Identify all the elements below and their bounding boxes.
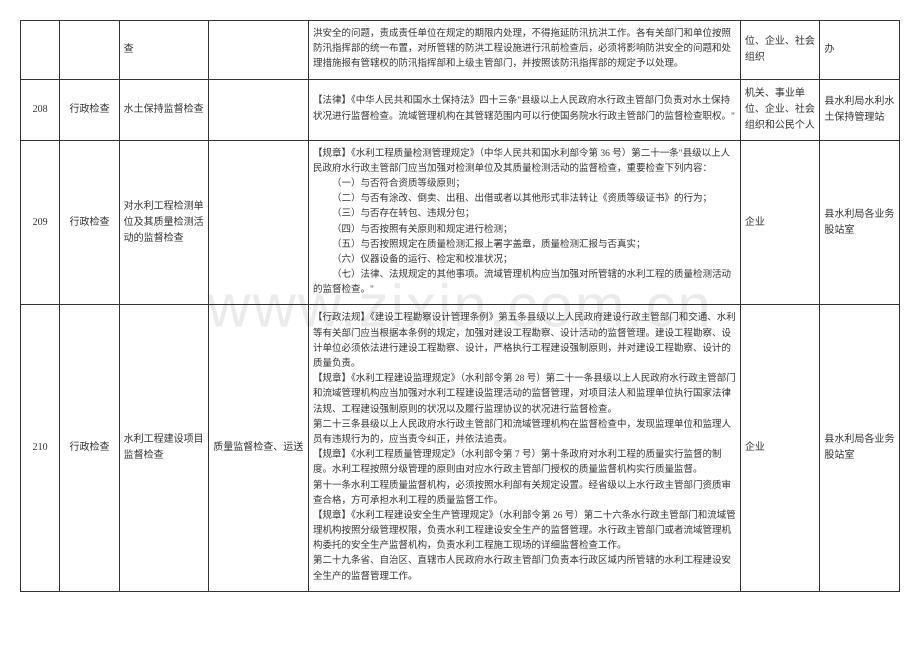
cell-content <box>209 21 309 80</box>
cell-type: 行政检查 <box>60 79 119 140</box>
table-row: 208 行政检查 水土保持监督检查 【法律】《中华人民共和国水土保持法》四十三条… <box>21 79 900 140</box>
basis-line: （六）仪器设备的运行、检定和校准状况； <box>313 253 736 268</box>
cell-content: 质量监督检查、运送 <box>209 305 309 591</box>
cell-type: 行政检查 <box>60 305 119 591</box>
cell-dept: 县水利局各业务股站室 <box>820 305 900 591</box>
basis-line: （三）与否存在转包、违规分包； <box>313 207 736 222</box>
cell-num: 208 <box>21 79 60 140</box>
cell-num <box>21 21 60 80</box>
cell-type: 行政检查 <box>60 140 119 305</box>
cell-basis: 【法律】《中华人民共和国水土保持法》四十三条"县级以上人民政府水行政主管部门负责… <box>308 79 740 140</box>
table-row: 209 行政检查 对水利工程检测单位及其质量检测活动的监督检查 【规章】《水利工… <box>21 140 900 305</box>
table-row: 210 行政检查 水利工程建设项目监督检查 质量监督检查、运送 【行政法规】《建… <box>21 305 900 591</box>
basis-line: 第十一条水利工程质量监督机构，必须按照水利部有关规定设置。经省级以上水行政主管部… <box>313 481 731 506</box>
cell-name: 水土保持监督检查 <box>119 79 209 140</box>
cell-basis: 【规章】《水利工程质量检测管理规定》（中华人民共和国水利部令第 36 号）第二十… <box>308 140 740 305</box>
cell-name: 对水利工程检测单位及其质量检测活动的监督检查 <box>119 140 209 305</box>
cell-basis: 洪安全的问题，责成责任单位在规定的期限内处理，不得拖延防汛抗洪工作。各有关部门和… <box>308 21 740 80</box>
basis-line: （五）与否按照规定在质量检测汇报上署字盖章，质量检测汇报与否真实； <box>313 238 736 253</box>
cell-content <box>209 79 309 140</box>
basis-line: 【规章】《水利工程质量检测管理规定》（中华人民共和国水利部令第 36 号）第二十… <box>313 149 730 174</box>
cell-num: 210 <box>21 305 60 591</box>
cell-subject: 企业 <box>740 305 820 591</box>
cell-dept: 县水利局各业务股站室 <box>820 140 900 305</box>
table-row: 查 洪安全的问题，责成责任单位在规定的期限内处理，不得拖延防汛抗洪工作。各有关部… <box>21 21 900 80</box>
cell-name: 查 <box>119 21 209 80</box>
cell-content <box>209 140 309 305</box>
basis-line: 第二十九条省、自治区、直辖市人民政府水行政主管部门负责本行政区域内所管辖的水利工… <box>313 556 731 581</box>
cell-subject: 企业 <box>740 140 820 305</box>
basis-line: （七）法律、法规规定的其他事项。流域管理机构应当加强对所管辖的水利工程的质量检测… <box>313 268 736 298</box>
basis-line: （二）与否有涂改、倒卖、出租、出借或者以其他形式非法转让《资质等级证书》的行为； <box>313 192 736 207</box>
basis-line: 【规章】《水利工程建设监理规定》（水利部令第 28 号）第二十一条县级以上人民政… <box>313 374 736 414</box>
cell-dept: 办 <box>820 21 900 80</box>
basis-line: 【行政法规】《建设工程勘察设计管理条例》第五条县级以上人民政府建设行政主管部门和… <box>313 313 736 369</box>
basis-line: （四）与否按照有关原则和规定进行检测； <box>313 223 736 238</box>
cell-subject: 机关、事业单位、企业、社会组织和公民个人 <box>740 79 820 140</box>
cell-type <box>60 21 119 80</box>
basis-line: 第二十三条县级以上人民政府水行政主管部门和流域管理机构在监督检查中，发现监理单位… <box>313 420 731 445</box>
cell-subject: 位、企业、社会组织 <box>740 21 820 80</box>
cell-dept: 县水利局水利水土保持管理站 <box>820 79 900 140</box>
basis-line: 【规章】《水利工程质量管理规定》（水利部令第 7 号）第十条政府对水利工程的质量… <box>313 450 722 475</box>
cell-name: 水利工程建设项目监督检查 <box>119 305 209 591</box>
regulation-table: 查 洪安全的问题，责成责任单位在规定的期限内处理，不得拖延防汛抗洪工作。各有关部… <box>20 20 900 592</box>
basis-line: 【规章】《水利工程建设安全生产管理规定》（水利部令第 26 号）第二十六条水行政… <box>313 511 736 551</box>
cell-basis: 【行政法规】《建设工程勘察设计管理条例》第五条县级以上人民政府建设行政主管部门和… <box>308 305 740 591</box>
cell-num: 209 <box>21 140 60 305</box>
basis-line: （一）与否符合资质等级原则； <box>313 177 736 192</box>
